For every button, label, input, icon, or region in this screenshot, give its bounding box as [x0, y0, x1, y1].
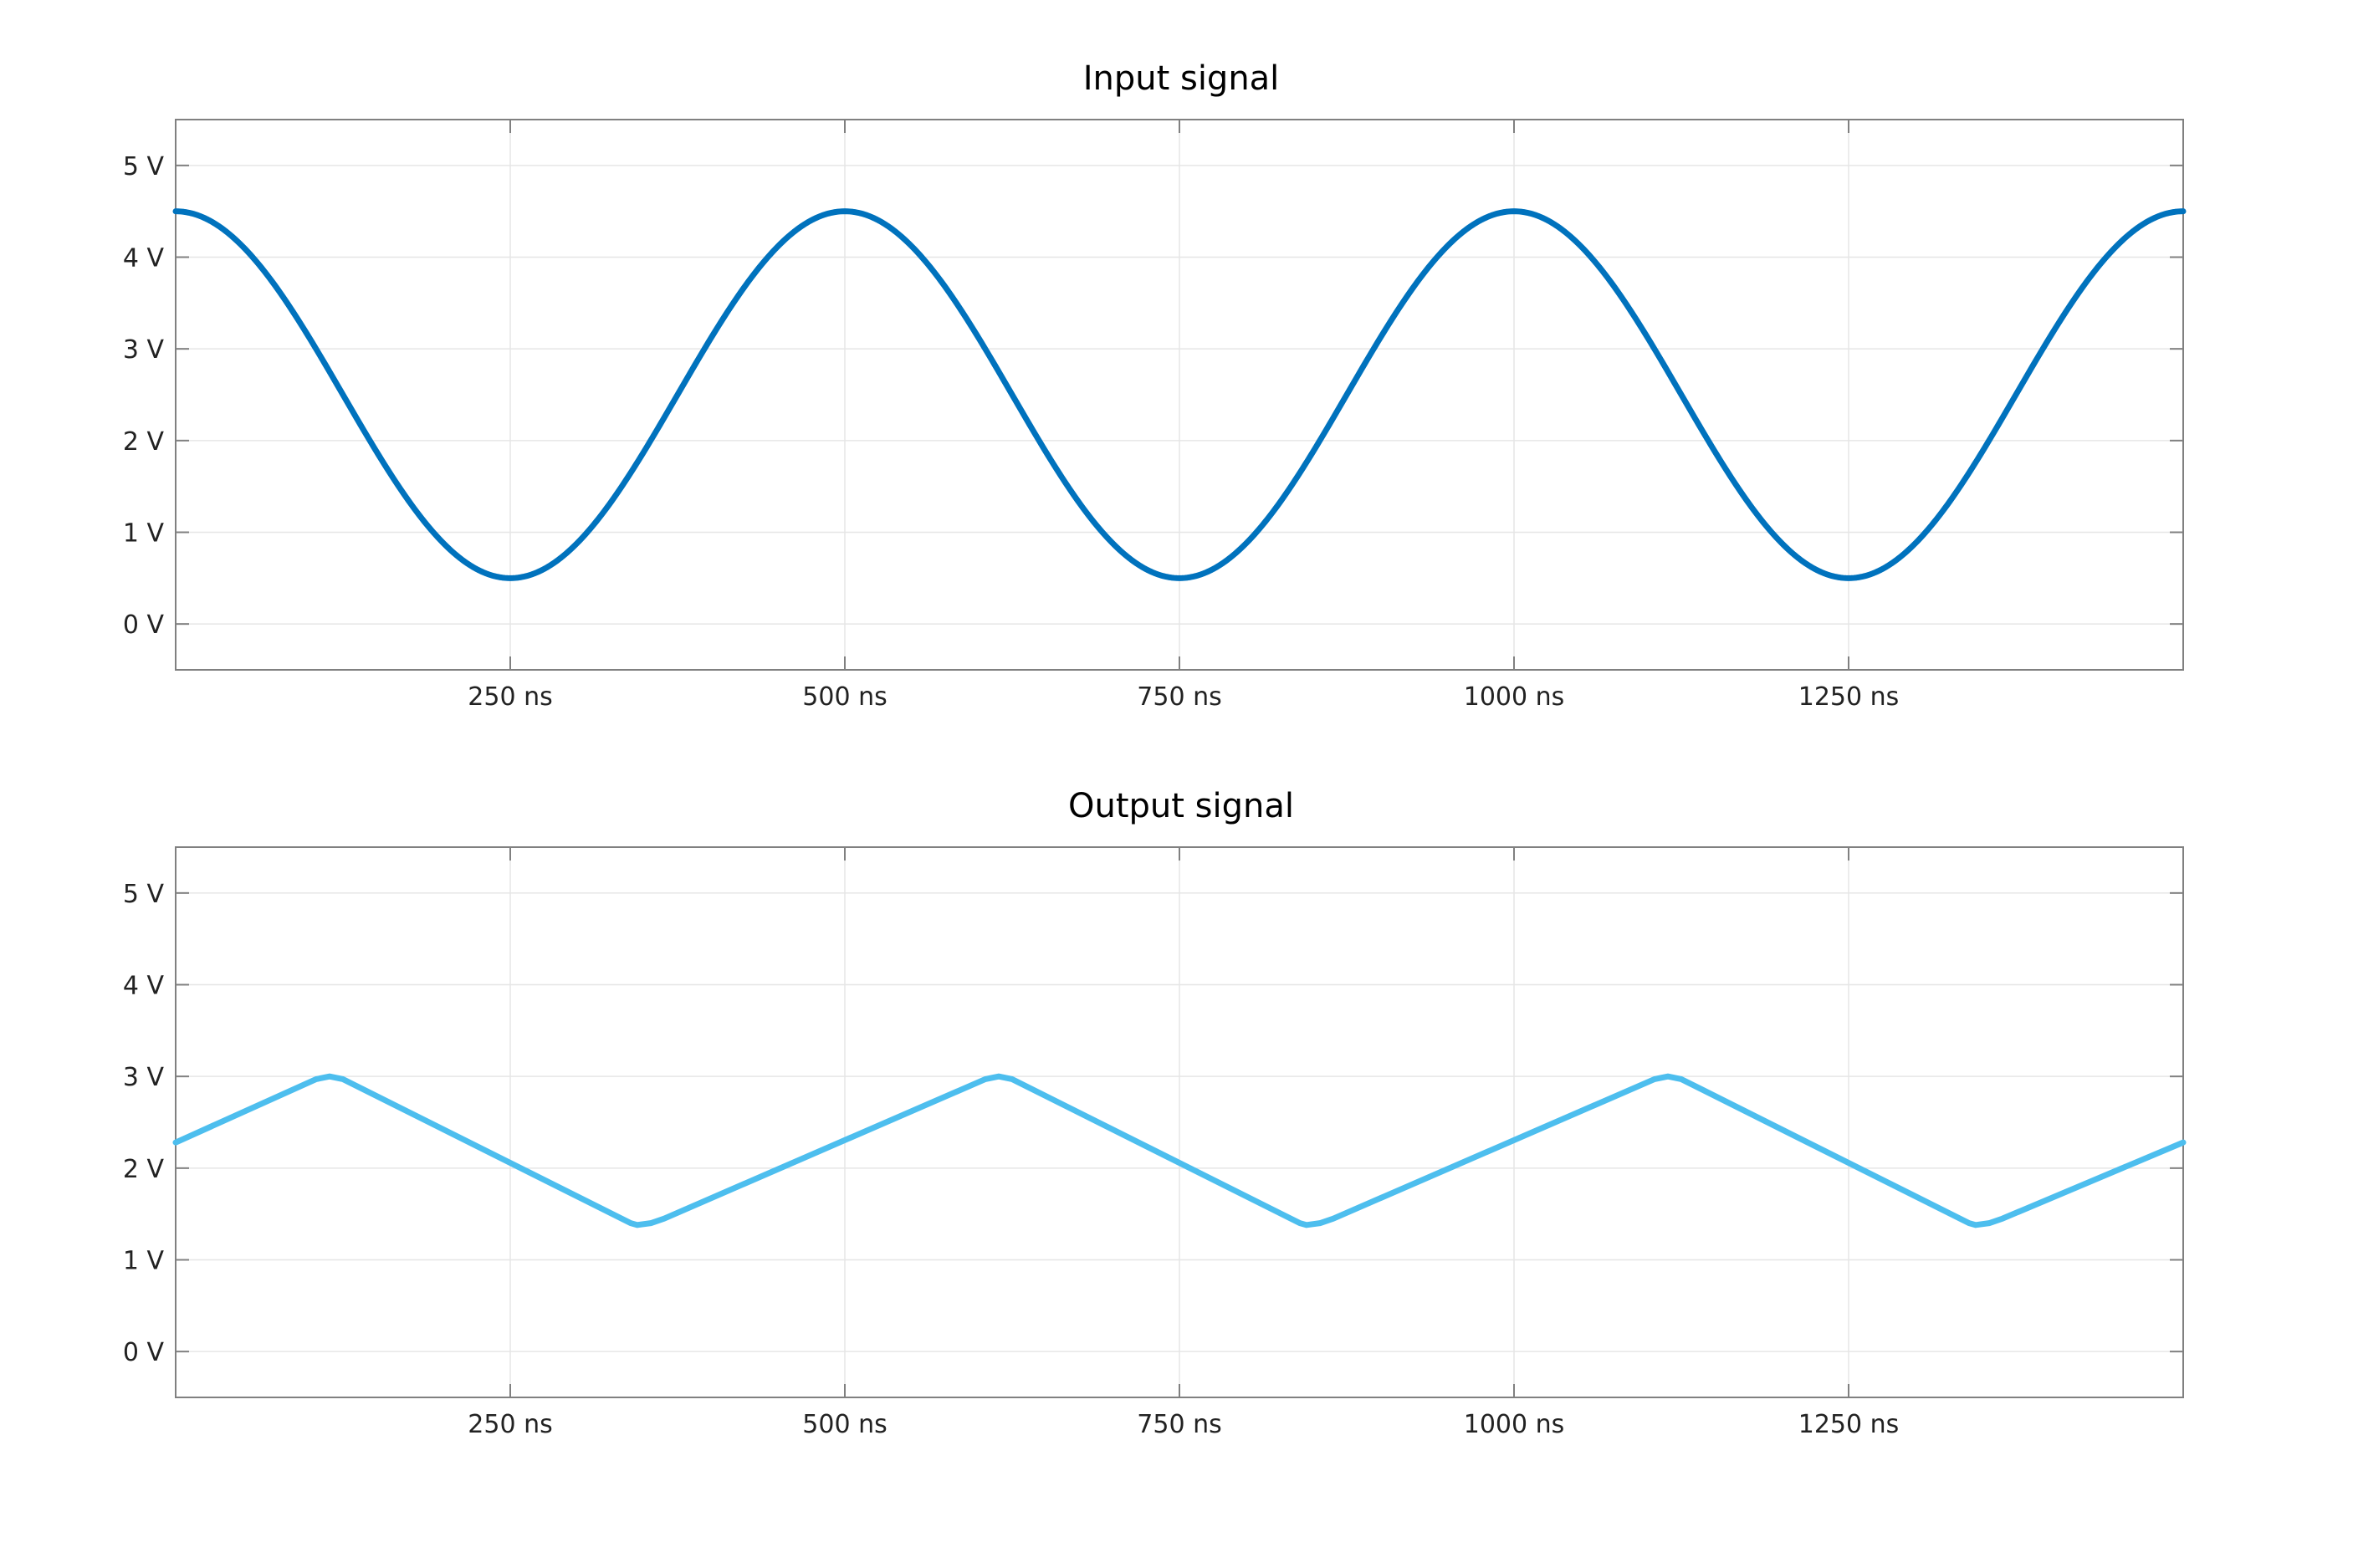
- x-tick-label: 750 ns: [1137, 682, 1221, 712]
- x-tick-label: 1250 ns: [1798, 1410, 1900, 1439]
- x-tick-label: 500 ns: [802, 682, 887, 712]
- output-signal-x-tick-labels: 250 ns 500 ns 750 ns 1000 ns 1250 ns: [468, 1410, 1899, 1439]
- output-signal-plot-area: [175, 846, 2184, 1398]
- output-signal-ticks: [176, 847, 2183, 1397]
- input-signal-title: Input signal: [1083, 59, 1280, 98]
- y-tick-label: 1 V: [123, 519, 165, 549]
- input-signal-series-line: [172, 208, 2187, 581]
- x-tick-label: 1250 ns: [1798, 682, 1900, 712]
- x-tick-label: 250 ns: [468, 1410, 552, 1439]
- y-tick-label: 1 V: [123, 1247, 165, 1276]
- y-tick-label: 0 V: [123, 1338, 165, 1367]
- input-signal-ticks: [176, 120, 2183, 670]
- y-tick-label: 4 V: [123, 972, 165, 1001]
- input-signal-y-tick-labels: 0 V 1 V 2 V 3 V 4 V 5 V: [123, 152, 165, 640]
- y-tick-label: 2 V: [123, 1155, 165, 1184]
- output-signal-y-tick-labels: 0 V 1 V 2 V 3 V 4 V 5 V: [123, 880, 165, 1367]
- input-signal-panel: Input signal 250 ns 500 ns 750 ns 1000 n…: [123, 59, 2187, 712]
- y-tick-label: 5 V: [123, 880, 165, 909]
- x-tick-label: 750 ns: [1137, 1410, 1221, 1439]
- output-signal-series-line: [172, 1073, 2187, 1228]
- y-tick-label: 3 V: [123, 1063, 165, 1092]
- output-signal-panel: Output signal 250 ns 500 ns 750 ns 1000 …: [123, 787, 2187, 1439]
- y-tick-label: 0 V: [123, 610, 165, 640]
- y-tick-label: 3 V: [123, 335, 165, 365]
- x-tick-label: 1000 ns: [1464, 682, 1565, 712]
- x-tick-label: 500 ns: [802, 1410, 887, 1439]
- input-signal-grid: [176, 120, 2183, 670]
- output-signal-grid: [176, 847, 2183, 1397]
- input-signal-x-tick-labels: 250 ns 500 ns 750 ns 1000 ns 1250 ns: [468, 682, 1899, 712]
- y-tick-label: 2 V: [123, 427, 165, 457]
- x-tick-label: 1000 ns: [1464, 1410, 1565, 1439]
- output-signal-title: Output signal: [1068, 787, 1294, 825]
- y-tick-label: 4 V: [123, 244, 165, 273]
- x-tick-label: 250 ns: [468, 682, 552, 712]
- y-tick-label: 5 V: [123, 152, 165, 181]
- input-signal-plot-area: [175, 119, 2184, 671]
